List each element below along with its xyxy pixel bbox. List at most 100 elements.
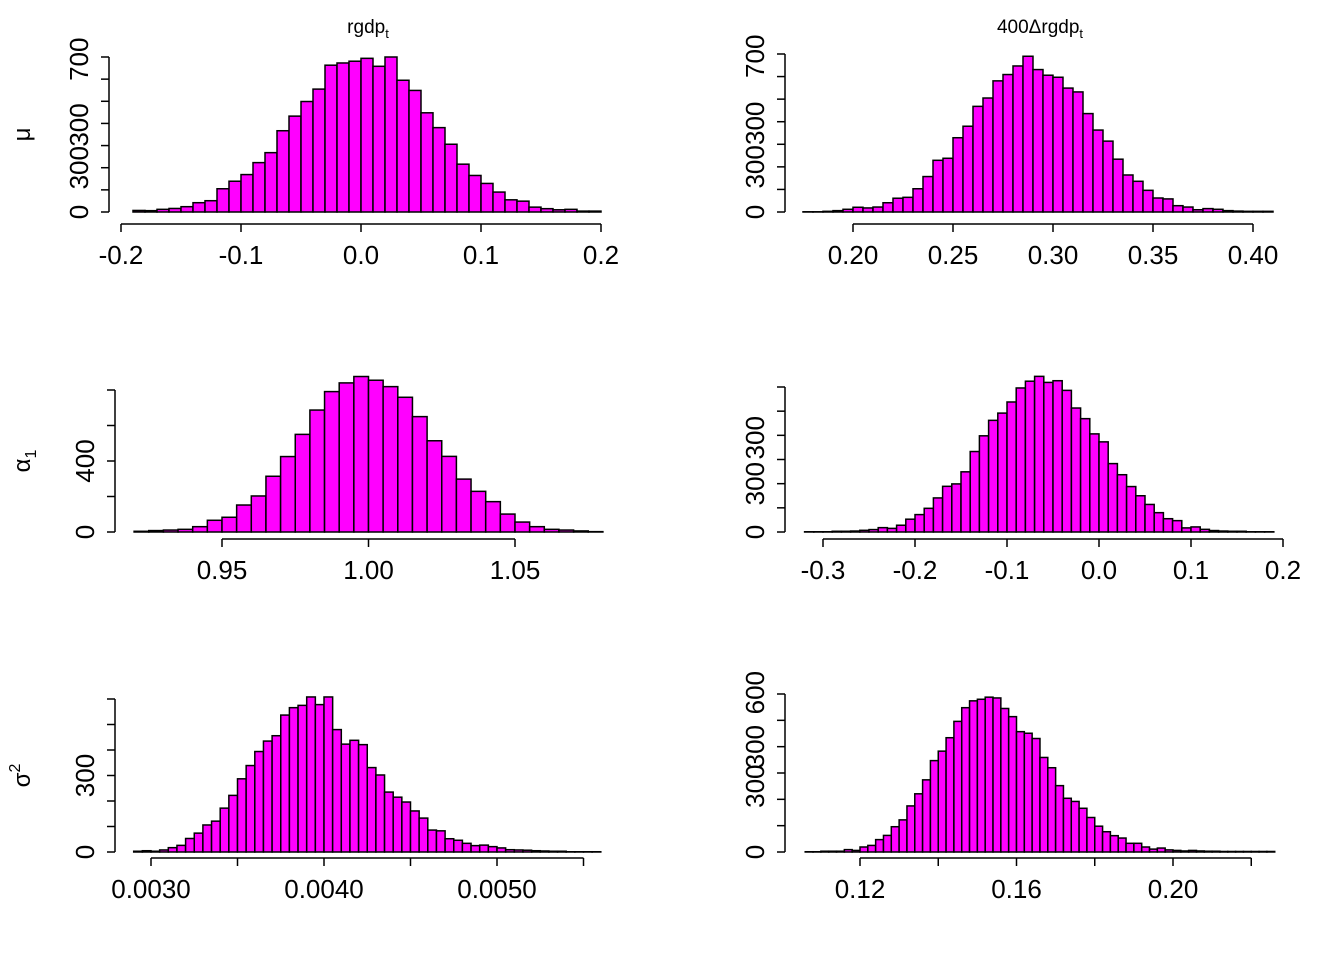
histogram-bar xyxy=(300,100,314,213)
histogram-bar xyxy=(882,834,893,853)
histogram-bar xyxy=(461,842,472,853)
histogram-bar xyxy=(1192,208,1204,213)
histogram-bar xyxy=(822,210,834,213)
histogram-bar xyxy=(820,850,830,853)
histogram-bar xyxy=(558,529,575,533)
histogram-bar xyxy=(168,207,182,213)
histogram-bar xyxy=(997,412,1008,533)
histogram-bar xyxy=(522,849,533,853)
histogram-bar xyxy=(1039,756,1049,853)
x-tick-label: 0.25 xyxy=(928,240,979,270)
histogram-bar xyxy=(951,483,962,533)
histogram-bar xyxy=(228,180,242,213)
histogram-bar xyxy=(953,720,963,853)
histogram-bar xyxy=(456,163,470,213)
histogram-bar xyxy=(972,105,984,213)
histogram-bar xyxy=(874,838,885,853)
histogram-bar xyxy=(528,206,542,213)
histogram-bar xyxy=(923,507,935,533)
histogram-bar xyxy=(487,845,498,853)
histogram-bar xyxy=(1125,842,1135,853)
x-tick-label: 0.2 xyxy=(583,240,619,270)
x-tick-label: -0.1 xyxy=(219,240,264,270)
histogram-bar xyxy=(1171,519,1183,533)
histogram-bar xyxy=(1142,189,1154,213)
histogram-bar xyxy=(162,529,179,533)
x-tick-label: 0.20 xyxy=(1148,874,1199,904)
histogram-bar xyxy=(383,791,394,853)
histogram-bar xyxy=(540,207,554,213)
histogram-bar xyxy=(1133,842,1143,853)
histogram-bar xyxy=(1227,850,1237,853)
histogram-bar xyxy=(254,750,265,853)
histogram-bar xyxy=(252,161,266,213)
histogram-bar xyxy=(265,475,282,533)
histogram-bar xyxy=(942,157,954,213)
histogram-bar xyxy=(960,706,971,853)
histogram-bar xyxy=(1195,850,1206,853)
histogram-bar xyxy=(1092,129,1104,213)
histogram-bar xyxy=(982,97,994,213)
histogram-bar xyxy=(987,419,999,533)
histogram-bar xyxy=(1172,849,1182,853)
histogram-bar xyxy=(375,774,386,853)
histogram-bar xyxy=(1054,784,1065,853)
histogram-bar xyxy=(496,847,507,853)
histogram-bar xyxy=(548,850,559,853)
x-tick-label: 0.0 xyxy=(1081,555,1117,585)
histogram-bar xyxy=(1208,529,1220,533)
histogram-bar xyxy=(867,844,877,853)
histogram-bar xyxy=(468,174,482,213)
histogram-bar xyxy=(192,201,206,213)
histogram-bar xyxy=(470,844,481,853)
histogram-bar xyxy=(1022,55,1034,213)
histogram-bar xyxy=(323,696,334,853)
histogram-bar xyxy=(1032,68,1044,213)
histogram-bar xyxy=(1156,847,1166,853)
histogram-bar xyxy=(397,396,414,533)
histogram-bar xyxy=(1079,417,1091,533)
histogram-bar xyxy=(1000,707,1010,853)
histogram-bar xyxy=(1258,850,1268,853)
histogram-bar xyxy=(849,530,861,533)
histogram-bar xyxy=(148,529,165,533)
histogram-bar xyxy=(432,126,446,213)
histogram-bar xyxy=(1082,112,1094,213)
y-axis-label: μ xyxy=(9,128,36,142)
panel-title: rgdpt xyxy=(347,17,389,41)
histogram-bar xyxy=(852,206,864,213)
histogram-bar xyxy=(1203,850,1213,853)
histogram-bar xyxy=(1262,210,1274,213)
histogram-bar xyxy=(1242,850,1253,853)
histogram-bar xyxy=(1012,65,1024,213)
histogram-bar xyxy=(264,151,278,213)
x-tick-label: 0.30 xyxy=(1028,240,1079,270)
histogram-bar xyxy=(952,136,964,213)
histogram-bar xyxy=(842,208,854,213)
histogram-bar xyxy=(843,848,853,853)
histogram-bar xyxy=(1002,73,1014,213)
histogram-bar xyxy=(228,794,239,853)
histogram-bar xyxy=(835,850,846,853)
histogram-bar xyxy=(177,528,194,533)
histogram-bar xyxy=(504,848,516,853)
histogram-bar xyxy=(150,850,161,853)
histogram-bar xyxy=(932,497,944,533)
y-tick-label: 400 xyxy=(70,439,100,482)
histogram-bar xyxy=(484,500,502,533)
y-tick-label: 300 xyxy=(64,103,94,146)
histogram-bar xyxy=(1164,849,1174,853)
x-tick-label: -0.3 xyxy=(801,555,846,585)
histogram-bar xyxy=(167,846,178,853)
histogram-bar xyxy=(1182,206,1194,213)
histogram-bar xyxy=(1211,850,1221,853)
histogram-bar xyxy=(1242,210,1254,213)
histogram-bar xyxy=(1144,503,1155,533)
histogram-bar xyxy=(132,850,144,853)
histogram-bar xyxy=(1190,526,1201,533)
histogram-bar xyxy=(832,209,844,213)
histogram-bar xyxy=(922,175,934,213)
histogram-bar xyxy=(588,210,602,213)
